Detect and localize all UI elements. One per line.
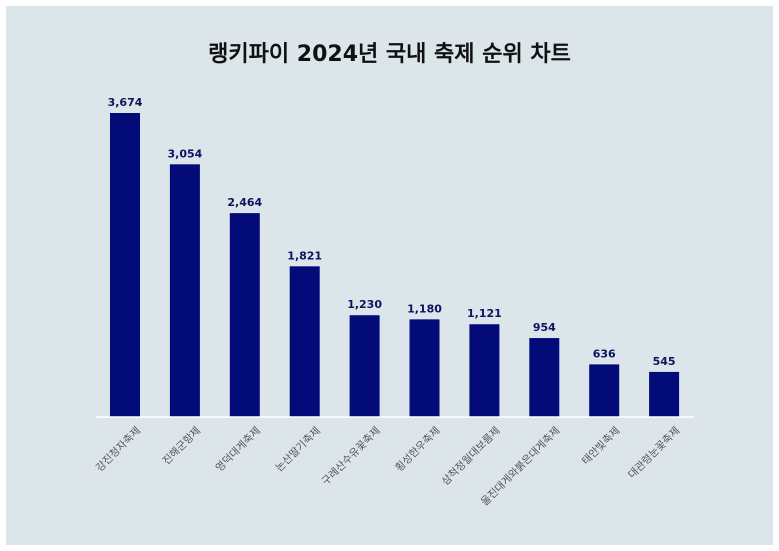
bar-value-label: 545: [653, 355, 676, 368]
x-tick-label: 영덕대게축제: [214, 425, 263, 474]
bar-value-label: 636: [593, 347, 616, 360]
bar-value-label: 1,821: [287, 249, 322, 262]
x-tick-label: 대관령눈꽃축제: [626, 425, 682, 481]
x-tick-label: 논산딸기축제: [273, 425, 322, 474]
bar: [349, 315, 380, 417]
bar: [649, 371, 680, 417]
bar-value-label: 1,230: [347, 298, 382, 311]
bar-value-label: 1,121: [467, 307, 502, 320]
bar: [469, 324, 500, 417]
x-tick-label: 진해군항제: [160, 424, 203, 467]
chart-title: 랭키파이 2024년 국내 축제 순위 차트: [208, 42, 571, 67]
bar-value-label: 3,054: [168, 147, 203, 160]
value-labels-group: 3,674 3,054 2,464 1,821 1,230 1,180 1,121 954 63…: [108, 96, 676, 368]
bar-value-label: 2,464: [227, 196, 262, 209]
bar: [589, 364, 620, 417]
bar: [289, 266, 320, 417]
bar: [110, 113, 140, 417]
bar: [409, 319, 440, 417]
x-tick-label: 삼척정월대보름제: [439, 425, 502, 488]
bar: [169, 164, 200, 417]
bar-value-label: 954: [533, 321, 556, 334]
bars-group: [110, 113, 680, 417]
bar: [229, 213, 260, 417]
x-tick-label: 횡성한우축제: [393, 424, 443, 474]
bar-value-label: 1,180: [407, 302, 442, 315]
bar-value-label: 3,674: [108, 96, 143, 109]
bar: [529, 338, 560, 417]
x-tick-label: 태안빛축제: [580, 425, 623, 468]
x-tick-label: 강진청자축제: [94, 425, 143, 474]
x-tick-label: 구례산수유꽃축제: [320, 425, 383, 488]
